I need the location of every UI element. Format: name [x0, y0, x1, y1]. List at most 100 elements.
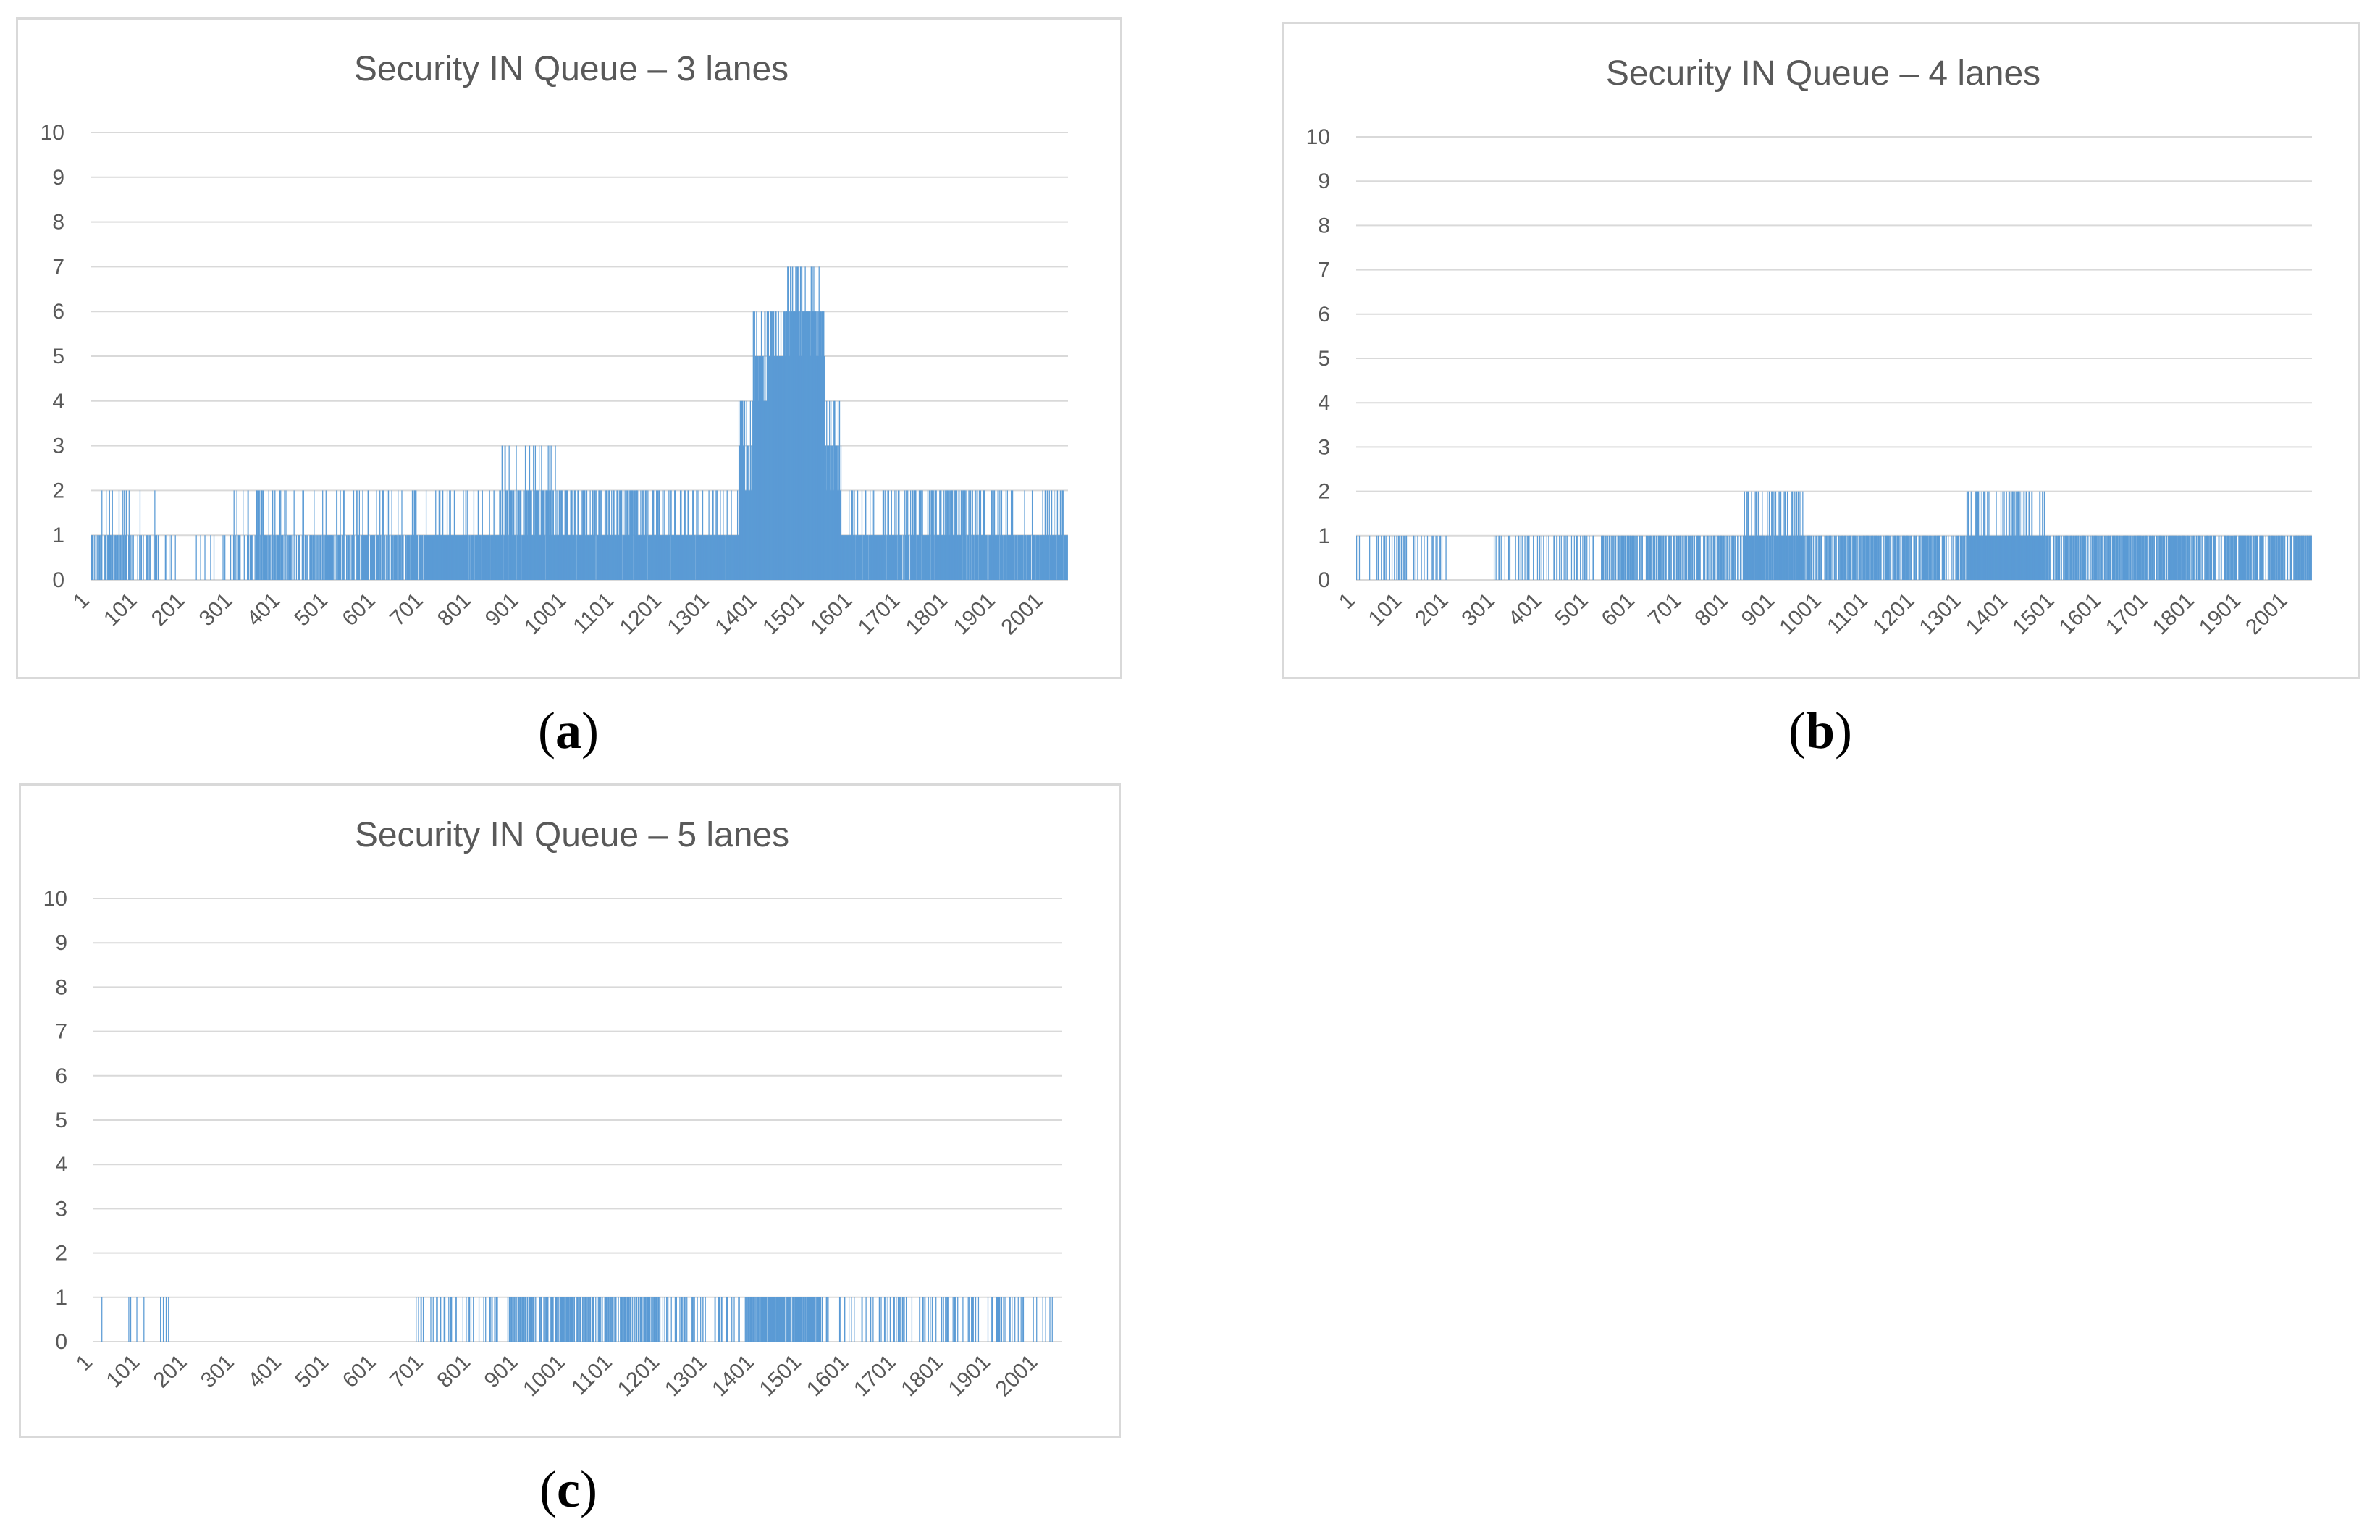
bar: [652, 490, 654, 580]
bar: [475, 535, 476, 580]
bar: [298, 535, 300, 580]
bar: [2245, 535, 2247, 580]
bar: [1007, 535, 1009, 580]
bar: [2078, 535, 2080, 580]
bar: [547, 1297, 548, 1342]
bar: [2247, 535, 2250, 580]
bar: [1894, 535, 1896, 580]
bar: [639, 535, 641, 580]
bar: [573, 1297, 576, 1342]
bar: [450, 1297, 452, 1342]
bar: [747, 1297, 749, 1342]
bar: [1977, 491, 1979, 580]
bar: [1771, 491, 1773, 580]
bar: [493, 490, 495, 580]
bar: [2261, 535, 2263, 580]
bar: [574, 535, 576, 580]
bar: [592, 490, 594, 580]
bar: [798, 1297, 799, 1342]
bar: [706, 535, 707, 580]
bar: [479, 535, 480, 580]
bar: [785, 311, 786, 580]
bar: [482, 535, 484, 580]
bar: [844, 535, 846, 580]
bar: [280, 490, 282, 580]
bar: [1951, 535, 1953, 580]
bar: [2108, 535, 2110, 580]
bar: [521, 535, 523, 580]
bar: [2017, 491, 2019, 580]
bar: [777, 1297, 778, 1342]
bar: [924, 1297, 925, 1342]
bar: [653, 535, 655, 580]
bar: [424, 535, 426, 580]
y-tick-label: 9: [55, 931, 67, 955]
bar: [681, 535, 683, 580]
x-tick-label: 201: [147, 589, 190, 631]
bar: [799, 1297, 802, 1342]
bar: [1033, 535, 1035, 580]
chart-b-svg: Security IN Queue – 4 lanes0123456789101…: [1306, 54, 2312, 639]
bar: [2208, 535, 2210, 580]
bar: [1584, 535, 1586, 580]
bar: [1403, 535, 1405, 580]
bar: [304, 535, 306, 580]
bar: [832, 445, 833, 580]
bar: [957, 535, 959, 580]
bar: [2073, 535, 2074, 580]
bar: [584, 1297, 586, 1342]
y-tick-label: 4: [1318, 391, 1330, 415]
bar: [1696, 535, 1698, 580]
bar: [1923, 535, 1925, 580]
x-tick-label: 401: [1504, 589, 1547, 631]
bar: [506, 490, 508, 580]
bar: [1922, 535, 1924, 580]
bar: [438, 490, 440, 580]
bar: [845, 535, 846, 580]
bar: [784, 311, 786, 580]
bar: [1006, 490, 1008, 580]
bar: [626, 1297, 628, 1342]
bar: [2193, 535, 2195, 580]
bar: [861, 535, 862, 580]
bar: [1400, 535, 1403, 580]
bar: [521, 1297, 523, 1342]
bar: [560, 1297, 562, 1342]
bar: [721, 1297, 723, 1342]
bar: [605, 490, 607, 580]
bar: [1061, 490, 1063, 580]
bar: [694, 535, 696, 580]
bar: [1622, 535, 1623, 580]
bar: [772, 311, 773, 580]
bar: [238, 535, 240, 580]
bar: [455, 535, 457, 580]
bar: [880, 535, 882, 580]
bar: [2026, 491, 2027, 580]
bar: [501, 535, 503, 580]
bar: [112, 535, 114, 580]
bar: [1024, 490, 1025, 580]
bar: [1872, 535, 1874, 580]
bar: [2160, 535, 2161, 580]
bar: [941, 535, 943, 580]
bar: [2099, 535, 2101, 580]
bar: [230, 535, 232, 580]
bar: [2235, 535, 2237, 580]
bar: [1515, 535, 1516, 580]
bar: [592, 1297, 593, 1342]
bar: [1722, 535, 1723, 580]
bar: [1394, 535, 1395, 580]
bar: [580, 535, 581, 580]
bar: [943, 1297, 944, 1342]
bar: [1062, 490, 1064, 580]
bar: [793, 311, 794, 580]
bar: [1703, 535, 1704, 580]
bar: [634, 490, 635, 580]
bar: [933, 490, 934, 580]
bar: [2250, 535, 2252, 580]
bar: [510, 1297, 513, 1342]
bar: [2181, 535, 2182, 580]
bar: [1755, 535, 1757, 580]
bar: [483, 1297, 484, 1342]
bar: [561, 1297, 563, 1342]
